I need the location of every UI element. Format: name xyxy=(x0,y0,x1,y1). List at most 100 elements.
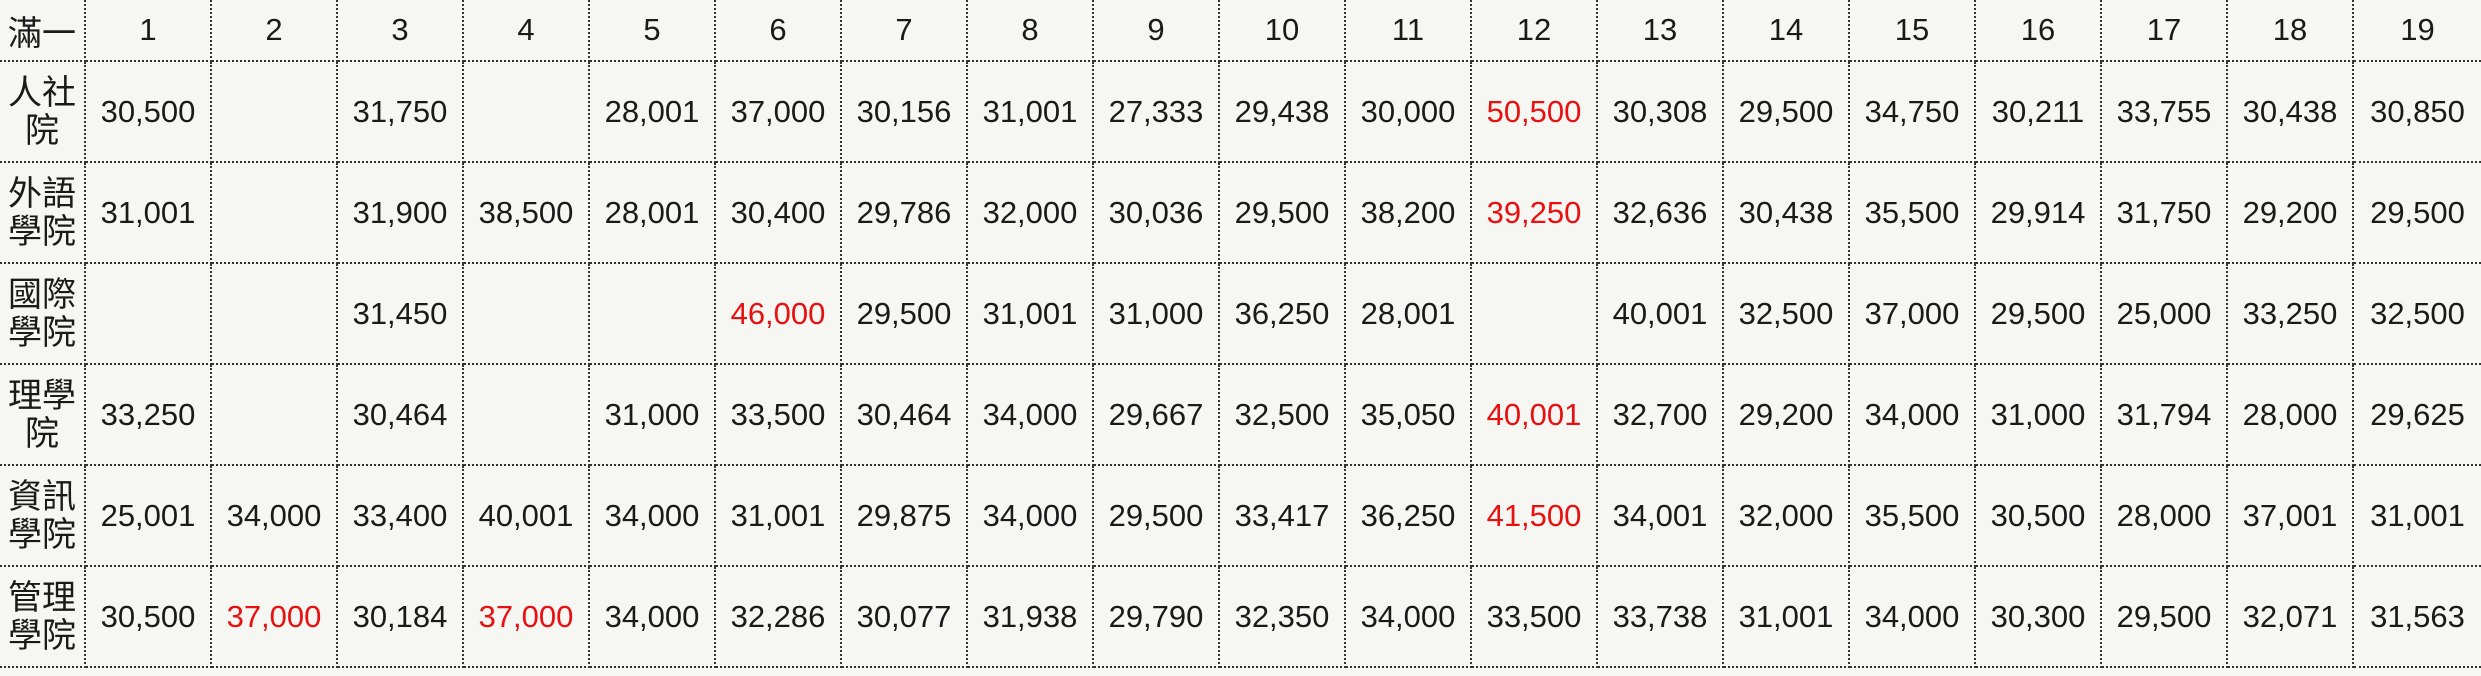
column-header: 10 xyxy=(1219,0,1346,62)
row-header: 人社院 xyxy=(0,61,86,163)
table-cell: 37,000 xyxy=(715,61,842,163)
table-cell: 30,156 xyxy=(841,61,968,163)
corner-header: 滿一 xyxy=(0,0,86,62)
table-cell xyxy=(211,162,338,264)
table-cell: 29,200 xyxy=(1723,364,1850,466)
table-cell: 46,000 xyxy=(715,263,842,365)
table-cell xyxy=(211,364,338,466)
column-header: 18 xyxy=(2227,0,2354,62)
table-cell: 41,500 xyxy=(1471,465,1598,567)
column-header: 6 xyxy=(715,0,842,62)
table-cell: 28,001 xyxy=(1345,263,1472,365)
table-cell: 30,500 xyxy=(1975,465,2102,567)
table-cell: 25,001 xyxy=(85,465,212,567)
table-cell: 29,875 xyxy=(841,465,968,567)
table-cell xyxy=(589,263,716,365)
table-cell: 34,000 xyxy=(211,465,338,567)
table-cell: 30,400 xyxy=(715,162,842,264)
table-cell: 29,790 xyxy=(1093,566,1220,668)
table-cell: 32,636 xyxy=(1597,162,1724,264)
table-cell xyxy=(463,364,590,466)
column-header: 17 xyxy=(2101,0,2228,62)
table-cell xyxy=(211,263,338,365)
table-cell: 28,000 xyxy=(2101,465,2228,567)
column-header: 19 xyxy=(2353,0,2481,62)
column-header: 2 xyxy=(211,0,338,62)
column-header: 14 xyxy=(1723,0,1850,62)
table-cell: 30,184 xyxy=(337,566,464,668)
table-cell xyxy=(85,263,212,365)
table-cell xyxy=(211,61,338,163)
table-cell: 32,000 xyxy=(1723,465,1850,567)
column-header: 15 xyxy=(1849,0,1976,62)
table-cell: 33,738 xyxy=(1597,566,1724,668)
table-cell: 40,001 xyxy=(1597,263,1724,365)
column-header: 3 xyxy=(337,0,464,62)
table-cell: 33,400 xyxy=(337,465,464,567)
table-cell: 29,500 xyxy=(1975,263,2102,365)
table-cell: 27,333 xyxy=(1093,61,1220,163)
table-cell: 35,050 xyxy=(1345,364,1472,466)
table-cell: 35,500 xyxy=(1849,465,1976,567)
table-cell: 31,000 xyxy=(1093,263,1220,365)
column-header: 4 xyxy=(463,0,590,62)
table-cell: 30,000 xyxy=(1345,61,1472,163)
table-cell: 31,900 xyxy=(337,162,464,264)
table-cell: 29,625 xyxy=(2353,364,2481,466)
table-cell: 34,000 xyxy=(589,566,716,668)
table-cell: 29,200 xyxy=(2227,162,2354,264)
table-cell: 32,071 xyxy=(2227,566,2354,668)
table-cell: 34,000 xyxy=(589,465,716,567)
table-cell: 30,850 xyxy=(2353,61,2481,163)
table-cell: 34,000 xyxy=(1345,566,1472,668)
table-cell: 34,001 xyxy=(1597,465,1724,567)
table-cell: 29,500 xyxy=(2101,566,2228,668)
table-cell: 32,500 xyxy=(1219,364,1346,466)
table-cell: 29,438 xyxy=(1219,61,1346,163)
header-row: 滿一 1 2 3 4 5 6 7 8 9 10 11 12 13 14 15 1… xyxy=(0,0,2481,62)
table-cell: 34,000 xyxy=(1849,364,1976,466)
table-cell: 34,750 xyxy=(1849,61,1976,163)
table-cell: 31,750 xyxy=(337,61,464,163)
column-header: 16 xyxy=(1975,0,2102,62)
table-cell: 33,417 xyxy=(1219,465,1346,567)
table-cell: 30,308 xyxy=(1597,61,1724,163)
table-cell: 34,000 xyxy=(967,364,1094,466)
table-cell: 31,450 xyxy=(337,263,464,365)
table-row: 國際學院 31,450 46,000 29,500 31,001 31,000 36,250… xyxy=(0,263,2481,365)
table-cell: 32,000 xyxy=(967,162,1094,264)
table-cell: 32,350 xyxy=(1219,566,1346,668)
table-cell: 30,438 xyxy=(2227,61,2354,163)
table-cell: 29,500 xyxy=(841,263,968,365)
table-cell: 28,000 xyxy=(2227,364,2354,466)
table-cell: 31,001 xyxy=(715,465,842,567)
column-header: 8 xyxy=(967,0,1094,62)
table-row: 管理學院 30,500 37,000 30,184 37,000 34,000 32,286… xyxy=(0,566,2481,668)
table-cell: 28,001 xyxy=(589,162,716,264)
table-cell: 30,500 xyxy=(85,61,212,163)
table-cell: 32,700 xyxy=(1597,364,1724,466)
table-cell: 29,914 xyxy=(1975,162,2102,264)
table-row: 資訊學院 25,001 34,000 33,400 40,001 34,000 31,001… xyxy=(0,465,2481,567)
table-cell: 31,938 xyxy=(967,566,1094,668)
table-cell: 37,000 xyxy=(463,566,590,668)
column-header: 13 xyxy=(1597,0,1724,62)
table-cell: 32,500 xyxy=(1723,263,1850,365)
column-header: 11 xyxy=(1345,0,1472,62)
table-row: 外語學院 31,001 31,900 38,500 28,001 30,400 29,786… xyxy=(0,162,2481,264)
table-cell: 30,464 xyxy=(337,364,464,466)
table-cell: 29,500 xyxy=(2353,162,2481,264)
table-cell: 39,250 xyxy=(1471,162,1598,264)
table-cell: 31,794 xyxy=(2101,364,2228,466)
row-header: 外語學院 xyxy=(0,162,86,264)
table-cell: 29,786 xyxy=(841,162,968,264)
column-header: 7 xyxy=(841,0,968,62)
table-cell: 31,001 xyxy=(2353,465,2481,567)
column-header: 12 xyxy=(1471,0,1598,62)
table-cell: 30,036 xyxy=(1093,162,1220,264)
row-header: 管理學院 xyxy=(0,566,86,668)
table-cell: 29,667 xyxy=(1093,364,1220,466)
table-cell: 33,755 xyxy=(2101,61,2228,163)
table-cell: 30,438 xyxy=(1723,162,1850,264)
table-cell: 34,000 xyxy=(1849,566,1976,668)
